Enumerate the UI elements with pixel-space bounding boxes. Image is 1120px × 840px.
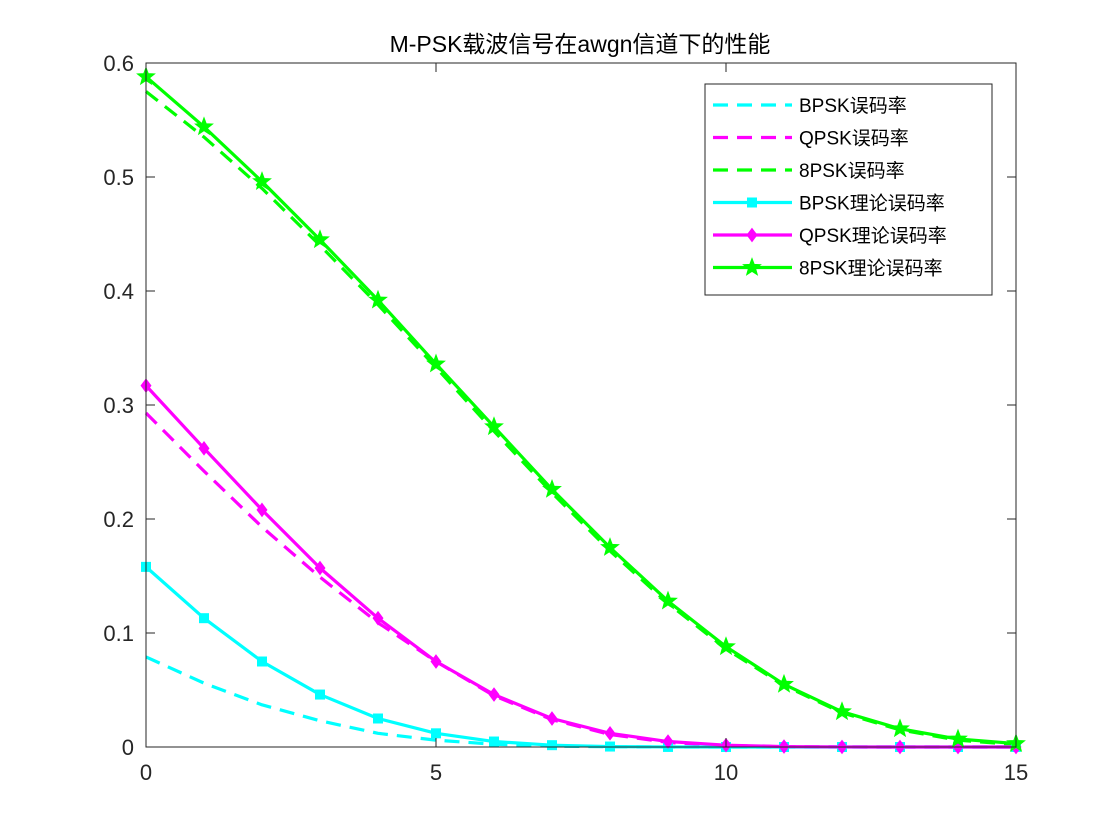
data-point-4-1 xyxy=(198,440,210,456)
data-point-5-11 xyxy=(774,673,794,693)
y-axis: 0 0.1 0.2 0.3 0.4 0.5 0.6 xyxy=(103,51,1016,760)
x-tick-label: 15 xyxy=(1004,760,1028,785)
y-tick-label: 0.2 xyxy=(103,507,134,532)
y-tick-label: 0.5 xyxy=(103,165,134,190)
y-tick-label: 0.3 xyxy=(103,393,134,418)
data-point-3-5 xyxy=(431,728,441,739)
data-point-5-8 xyxy=(600,537,620,556)
data-point-3-4 xyxy=(373,713,383,724)
data-point-5-4 xyxy=(368,289,388,309)
x-tick-label: 0 xyxy=(140,760,152,785)
data-point-5-7 xyxy=(542,478,562,498)
series-line-1 xyxy=(144,411,1016,749)
data-point-3-6 xyxy=(489,736,499,747)
legend-marker-3 xyxy=(747,197,757,208)
data-point-5-12 xyxy=(832,701,852,721)
data-point-5-14 xyxy=(948,728,968,748)
data-point-4-4 xyxy=(372,610,384,626)
series-line-3 xyxy=(144,565,1016,749)
legend-marker-5 xyxy=(742,257,762,276)
y-tick-label: 0.4 xyxy=(103,279,134,304)
y-tick-label: 0.6 xyxy=(103,51,134,76)
data-point-4-6 xyxy=(488,687,500,702)
x-axis: 0 5 10 15 xyxy=(140,63,1028,785)
y-tick-label: 0.1 xyxy=(103,621,134,646)
data-point-5-3 xyxy=(310,229,330,249)
data-point-5-5 xyxy=(426,353,446,373)
legend-label-2: 8PSK误码率 xyxy=(799,160,905,182)
data-point-5-10 xyxy=(716,636,736,656)
legend-marker-4 xyxy=(746,227,758,243)
data-point-4-7 xyxy=(546,711,558,726)
data-point-4-3 xyxy=(314,560,326,576)
legend: BPSK误码率 QPSK误码率 8PSK误码率 BPSK理论误码率 QPSK理论误码率 8… xyxy=(704,83,993,296)
chart-title: M-PSK载波信号在awgn信道下的性能 xyxy=(390,31,771,57)
data-point-4-8 xyxy=(604,725,616,741)
series-line-5 xyxy=(144,75,1017,746)
series-line-4 xyxy=(144,384,1016,749)
data-point-4-2 xyxy=(256,502,268,518)
series-line-0 xyxy=(145,655,1016,749)
x-tick-label: 10 xyxy=(714,760,738,785)
data-point-4-5 xyxy=(430,654,442,669)
legend-label-4: QPSK理论误码率 xyxy=(799,225,947,247)
data-point-3-2 xyxy=(257,656,267,667)
data-point-3-1 xyxy=(199,613,209,624)
data-point-5-2 xyxy=(252,171,272,190)
y-tick-label: 0 xyxy=(122,735,134,760)
data-point-5-1 xyxy=(194,116,214,136)
data-point-5-6 xyxy=(484,416,504,436)
data-point-4-9 xyxy=(662,734,674,749)
data-point-3-3 xyxy=(315,689,325,700)
legend-label-1: QPSK误码率 xyxy=(799,128,909,150)
data-point-5-13 xyxy=(890,718,910,738)
legend-label-5: 8PSK理论误码率 xyxy=(799,258,943,280)
legend-label-0: BPSK误码率 xyxy=(799,95,907,117)
plot-markers xyxy=(136,66,1026,755)
data-point-3-7 xyxy=(547,740,557,751)
x-tick-label: 5 xyxy=(430,760,442,785)
legend-label-3: BPSK理论误码率 xyxy=(799,193,945,215)
data-point-5-9 xyxy=(658,590,678,610)
